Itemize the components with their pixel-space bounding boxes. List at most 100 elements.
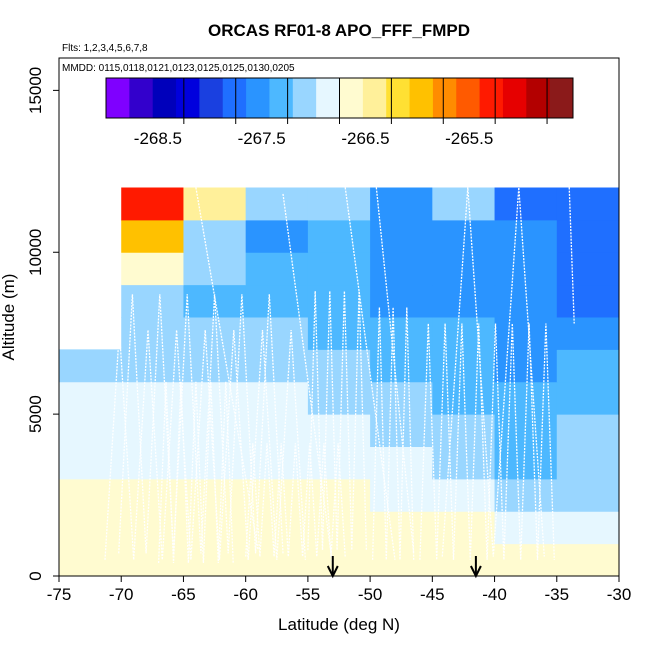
plot-area: [59, 187, 620, 579]
heatmap-cell: [556, 219, 620, 253]
heatmap-cell: [59, 478, 122, 512]
heatmap-cell: [121, 543, 184, 577]
colorbar-swatch: [222, 78, 247, 118]
heatmap-cell: [183, 511, 247, 545]
heatmap-cell: [245, 284, 309, 318]
colorbar-swatch: [246, 78, 270, 118]
heatmap-cell: [370, 284, 433, 318]
heatmap-cell: [183, 219, 247, 253]
y-axis-label: Altitude (m): [0, 274, 18, 361]
flight-track: [419, 323, 555, 560]
flight-track: [568, 187, 575, 324]
flight-track: [118, 294, 284, 554]
heatmap-cell: [556, 478, 620, 512]
colorbar-swatch: [176, 78, 200, 118]
colorbar-tick-label: -268.5: [134, 129, 182, 148]
heatmap-cell: [121, 478, 184, 512]
heatmap-cell: [370, 187, 433, 221]
colorbar-swatch: [386, 78, 411, 118]
flight-track: [195, 187, 259, 551]
x-tick-label: -75: [47, 585, 72, 604]
heatmap-cell: [307, 381, 371, 415]
heatmap-cell: [556, 349, 620, 383]
heatmap-cell: [432, 317, 496, 350]
heatmap-cell: [183, 543, 247, 577]
heatmap-cell: [556, 317, 620, 350]
heatmap-cell: [245, 543, 309, 577]
x-tick-label: -30: [607, 585, 632, 604]
heatmap-cell: [183, 252, 247, 286]
colorbar-swatch: [316, 78, 340, 118]
colorbar-swatch: [339, 78, 364, 118]
flight-track: [245, 443, 346, 557]
heatmap-cell: [432, 219, 496, 253]
heatmap-cell: [556, 543, 620, 577]
heatmap-cell: [494, 187, 558, 221]
heatmap-cell: [307, 187, 371, 221]
x-tick-label: -40: [482, 585, 507, 604]
heatmap-cell: [121, 284, 184, 318]
heatmap-cell: [245, 252, 309, 286]
colorbar-tick-label: -266.5: [341, 129, 389, 148]
x-tick-label: -70: [109, 585, 134, 604]
heatmap-cell: [556, 511, 620, 545]
heatmap-cell: [556, 284, 620, 318]
heatmap-cell: [494, 543, 558, 577]
heatmap-cell: [556, 381, 620, 415]
heatmap-cell: [556, 446, 620, 480]
colorbar-swatch: [129, 78, 154, 118]
x-tick-label: -50: [358, 585, 383, 604]
heatmap-cell: [494, 446, 558, 480]
heatmap-cell: [432, 187, 496, 221]
heatmap-cell: [183, 187, 247, 221]
x-tick-label: -45: [420, 585, 445, 604]
heatmap-cell: [183, 317, 247, 350]
heatmap-cell: [307, 543, 371, 577]
heatmap-cell: [370, 381, 433, 415]
heatmap-cell: [121, 187, 184, 221]
heatmap-cell: [370, 219, 433, 253]
flight-track: [282, 193, 334, 567]
heatmap-cell: [556, 187, 620, 221]
x-tick-label: -55: [296, 585, 321, 604]
heatmap-cell: [556, 414, 620, 447]
heatmap-cell: [432, 511, 496, 545]
heatmap-cells: [59, 187, 620, 577]
heatmap-cell: [307, 414, 371, 447]
flight-track: [157, 381, 234, 564]
flights-label: Flts: 1,2,3,4,5,6,7,8: [62, 43, 148, 54]
heatmap-cell: [121, 511, 184, 545]
x-tick-label: -65: [171, 585, 196, 604]
heatmap-cell: [432, 284, 496, 318]
colorbar-swatch: [152, 78, 177, 118]
colorbar: -268.5 -267.5 -266.5 -265.5: [105, 77, 574, 148]
heatmap-cell: [494, 317, 558, 350]
flight-track: [104, 329, 307, 560]
heatmap-cell: [59, 511, 122, 545]
colorbar-swatch: [432, 78, 457, 118]
x-axis-label: Latitude (deg N): [278, 615, 400, 634]
y-tick-label: 5000: [26, 395, 45, 433]
heatmap-cell: [245, 381, 309, 415]
heatmap-cell: [59, 543, 122, 577]
flight-track: [344, 187, 396, 560]
heatmap-cell: [494, 219, 558, 253]
colorbar-swatch: [269, 78, 294, 118]
heatmap-cell: [494, 284, 558, 318]
colorbar-tick-label: -265.5: [445, 129, 493, 148]
heatmap-cell: [307, 252, 371, 286]
heatmap-cell: [245, 219, 309, 253]
colorbar-swatch: [106, 78, 130, 118]
heatmap-cell: [370, 252, 433, 286]
y-tick-label: 15000: [26, 67, 45, 114]
heatmap-cell: [494, 511, 558, 545]
heatmap-cell: [121, 219, 184, 253]
colorbar-swatch: [456, 78, 481, 118]
y-tick-label: 10000: [26, 229, 45, 276]
heatmap-cell: [370, 349, 433, 383]
heatmap-cell: [432, 543, 496, 577]
heatmap-cell: [245, 349, 309, 383]
chart-title: ORCAS RF01-8 APO_FFF_FMPD: [208, 21, 470, 40]
plot-frame: [58, 57, 620, 577]
